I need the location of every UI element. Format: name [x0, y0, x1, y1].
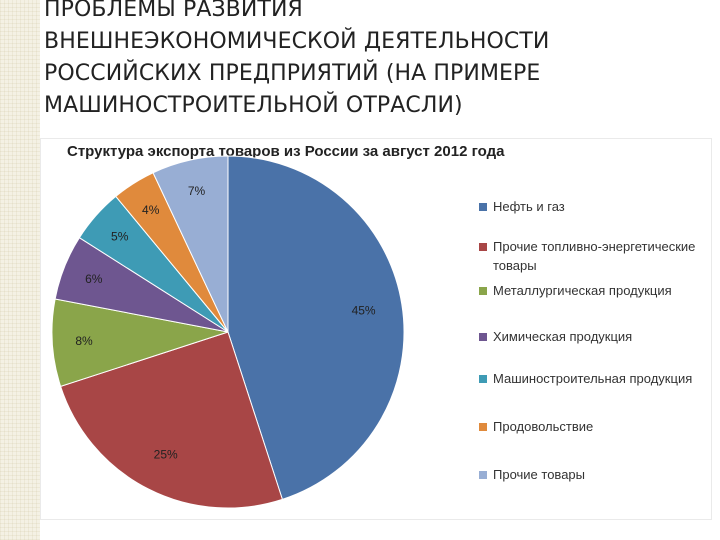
slide-title-line: ПРОБЛЕМЫ РАЗВИТИЯ: [44, 0, 303, 22]
chart-title: Структура экспорта товаров из России за …: [67, 143, 505, 160]
legend-swatch: [479, 333, 487, 341]
pie-slice: [51, 298, 229, 388]
legend-label: Продовольствие: [493, 419, 594, 434]
legend-label: Металлургическая продукция: [493, 283, 672, 298]
pie-plot-area: 45% 25% 8% 6% 5% 4% 7%: [51, 155, 405, 509]
pie-data-label: 45%: [352, 304, 376, 318]
legend-swatch: [479, 287, 487, 295]
legend-label: Прочие топливно-энергетические товары: [493, 239, 696, 273]
pie-data-label: 25%: [154, 447, 178, 461]
pie-data-label: 6%: [85, 272, 103, 286]
slide-title: ПРОБЛЕМЫ РАЗВИТИЯ ВНЕШНЕЭКОНОМИЧЕСКОЙ ДЕ…: [44, 0, 704, 122]
slide-title-line: РОССИЙСКИХ ПРЕДПРИЯТИЙ (НА ПРИМЕРЕ: [44, 61, 541, 86]
legend-swatch: [479, 471, 487, 479]
pie-data-label: 8%: [75, 334, 93, 348]
legend-swatch: [479, 203, 487, 211]
pie-slice: [152, 155, 229, 333]
legend-swatch: [479, 375, 487, 383]
legend-label: Химическая продукция: [493, 329, 633, 344]
slide-title-line: МАШИНОСТРОИТЕЛЬНОЙ ОТРАСЛИ): [44, 93, 463, 118]
legend-label: Нефть и газ: [493, 199, 565, 214]
slide-title-line: ВНЕШНЕЭКОНОМИЧЕСКОЙ ДЕЯТЕЛЬНОСТИ: [44, 29, 550, 54]
pie-slice: [227, 155, 405, 501]
pie-slice: [59, 331, 284, 509]
pie-data-label: 7%: [188, 184, 206, 198]
legend-label: Прочие товары: [493, 467, 585, 482]
legend-swatch: [479, 423, 487, 431]
decorative-left-strip: [0, 0, 40, 540]
pie-chart: Структура экспорта товаров из России за …: [40, 138, 712, 520]
legend-label: Машиностроительная продукция: [493, 371, 693, 386]
legend-swatch: [479, 243, 487, 251]
pie-data-label: 5%: [111, 230, 129, 244]
pie-data-label: 4%: [142, 203, 160, 217]
